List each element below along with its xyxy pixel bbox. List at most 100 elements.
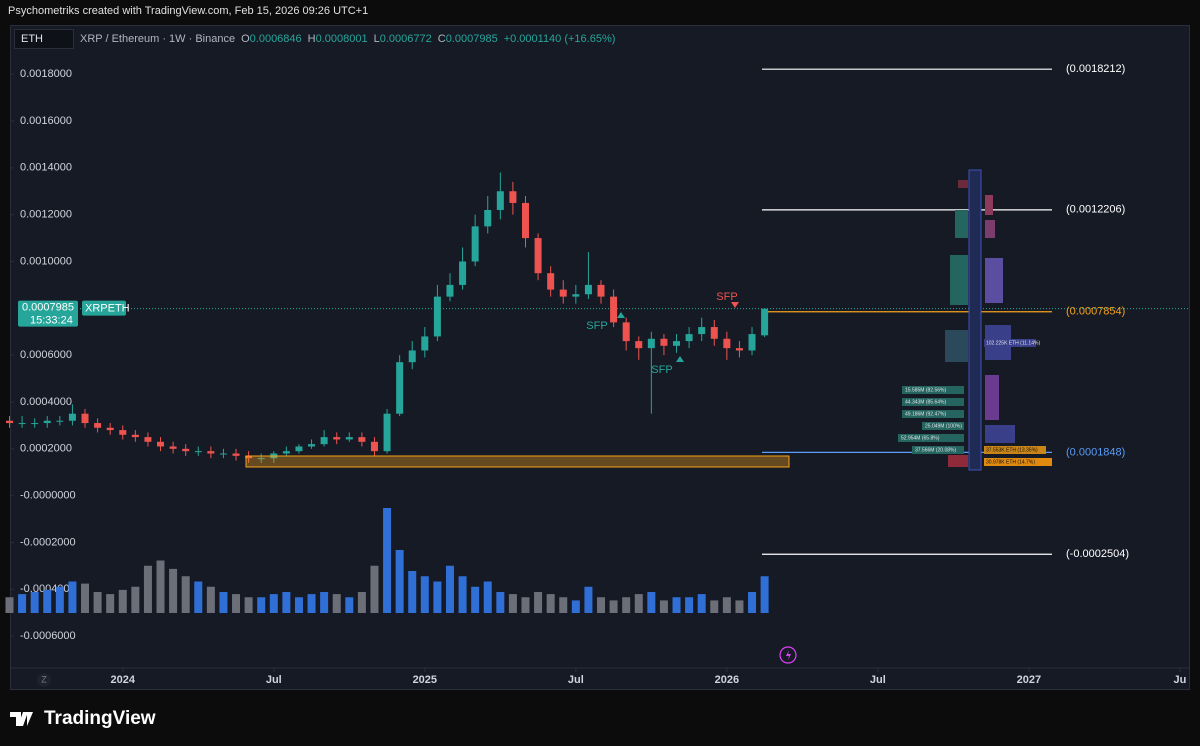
candle-body	[597, 284, 605, 297]
alert-icon[interactable]	[779, 646, 797, 664]
candle-body	[559, 289, 567, 297]
zoom-button[interactable]	[37, 673, 51, 687]
candle-body	[308, 444, 316, 447]
candle-body	[735, 348, 743, 351]
volume-bar	[433, 581, 442, 613]
volume-bar	[370, 565, 379, 613]
candle-body	[5, 420, 13, 424]
annotation: SFP	[586, 320, 607, 332]
volume-bar	[219, 592, 228, 613]
volume-bar	[395, 550, 404, 613]
candle-body	[81, 413, 89, 424]
label-bg	[898, 434, 964, 442]
ohlc-value: 0.0008001	[315, 33, 368, 45]
candle-body	[660, 338, 668, 346]
candle-body	[68, 413, 76, 421]
candle-body	[484, 209, 492, 227]
ohlc-value: 0.0007985	[445, 33, 498, 45]
y-tick-label: -0.0002000	[20, 536, 76, 548]
y-tick-label: 0.0014000	[20, 162, 72, 174]
volume-bar	[194, 581, 203, 613]
logo-text: TradingView	[44, 708, 156, 729]
candle-body	[106, 427, 114, 431]
candle-body	[94, 423, 102, 428]
label-bg	[902, 398, 964, 406]
candle-body	[396, 362, 404, 414]
y-tick-label: 0.0006000	[20, 349, 72, 361]
price-tag-value: 0.0007985	[22, 302, 74, 314]
level-label: (-0.0002504)	[1066, 548, 1129, 560]
plot: 0.0018000 0.0016000 0.0014000 0.0012000 0.00…	[5, 63, 1190, 686]
volume-bar	[508, 594, 517, 613]
legend: ETH XRP / Ethereum · 1W · Binance O 0.000…	[14, 29, 615, 49]
profile-bar	[958, 180, 968, 188]
candle-body	[761, 308, 769, 336]
candle-body	[232, 453, 240, 456]
candle-body	[43, 420, 51, 424]
candle-body	[219, 453, 227, 455]
volume-bar	[18, 594, 27, 613]
volume-bar	[206, 586, 215, 613]
y-tick-label: 0.0012000	[20, 209, 72, 221]
zoom-button-label[interactable]: Z	[41, 674, 47, 684]
y-tick-label: 0.0018000	[20, 68, 72, 80]
candle-body	[521, 202, 529, 239]
volume-bar	[710, 600, 719, 613]
volume-bar	[647, 592, 656, 613]
label-bg	[984, 446, 1046, 454]
volume-bar	[93, 592, 102, 613]
candle-body	[647, 338, 655, 349]
price-tag-countdown: 15:33:24	[30, 315, 73, 327]
volume-bar	[622, 597, 631, 613]
candle-body	[182, 448, 190, 452]
volume-bar	[294, 597, 303, 613]
x-tick-label: Jul	[568, 674, 584, 686]
candle-body	[459, 261, 467, 285]
volume-bar	[320, 592, 329, 613]
logo-shape	[10, 712, 33, 726]
volume-bar	[169, 568, 178, 613]
volume-bar	[5, 597, 14, 613]
volume-bar	[496, 592, 505, 613]
candle-body	[433, 296, 441, 337]
candle-body	[56, 420, 64, 422]
volume-bar	[458, 576, 467, 613]
candle-body	[358, 437, 366, 442]
profile-bar	[985, 425, 1015, 443]
profile-label: 102.225K ETH (11.14%)	[986, 340, 1040, 346]
sfp-marker	[617, 312, 625, 318]
profile-label: 49.186M (92.47%)	[905, 411, 946, 417]
candle-body	[572, 294, 580, 297]
candle-body	[333, 437, 341, 440]
volume-bar	[534, 592, 543, 613]
candle-body	[723, 338, 731, 349]
logo-mark	[10, 712, 33, 726]
x-tick-label: 2025	[413, 674, 437, 686]
label-bg	[902, 410, 964, 418]
volume-profile	[945, 169, 1015, 471]
profile-bar	[985, 195, 993, 215]
level-label: (0.0018212)	[1066, 63, 1125, 75]
y-tick-label: -0.0000000	[20, 490, 76, 502]
candle-body	[534, 238, 542, 274]
volume-bar	[118, 589, 127, 613]
x-tick-label: Jul	[266, 674, 282, 686]
ohlc-value: 0.0006846	[249, 33, 302, 45]
candle-body	[245, 455, 253, 459]
volume-bar	[383, 508, 392, 613]
candle-body	[584, 284, 592, 295]
price-tag	[18, 300, 78, 327]
volume-bar	[68, 581, 77, 613]
profile-column	[968, 169, 982, 471]
volume-bar	[282, 592, 291, 613]
ticker-tag-label: XRPETH	[85, 303, 130, 315]
volume-bar	[143, 565, 152, 613]
volume-bar	[546, 594, 555, 613]
volume-bar	[30, 592, 39, 613]
sfp-marker	[676, 356, 684, 362]
y-tick-label: 0.0002000	[20, 443, 72, 455]
label-bg	[984, 339, 1036, 347]
symbol-search[interactable]: ETH	[14, 29, 74, 49]
candle-body	[421, 336, 429, 351]
